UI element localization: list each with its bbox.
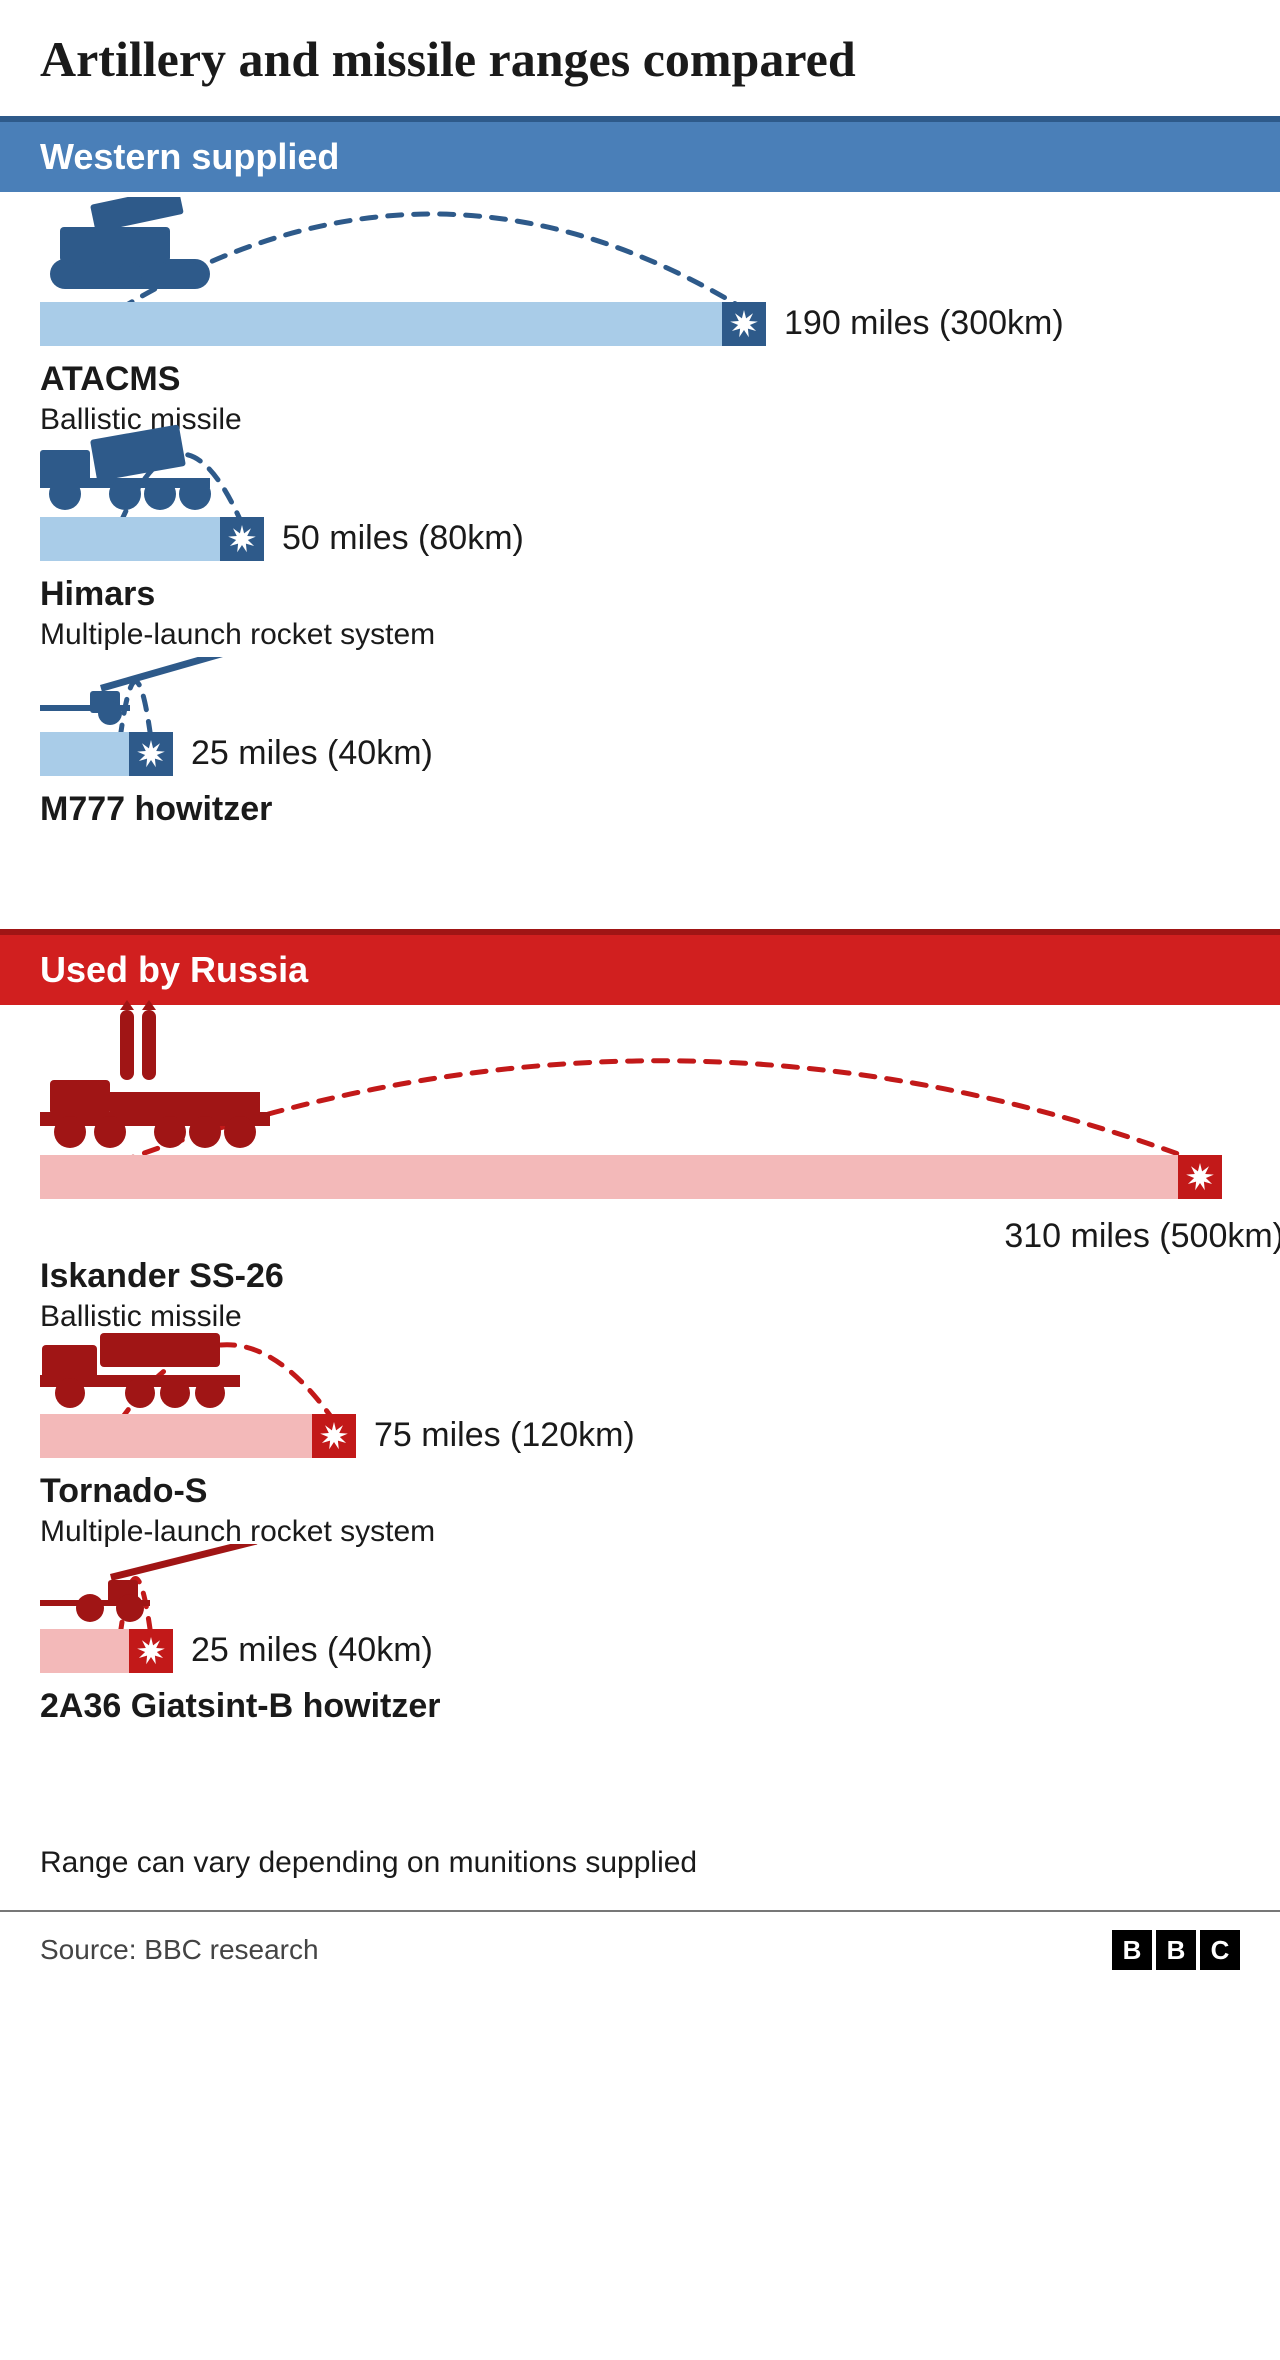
weapon-name: 2A36 Giatsint-B howitzer: [40, 1687, 1240, 1726]
vehicle-icon: [30, 197, 230, 302]
impact-icon: [722, 302, 766, 346]
range-track: 190 miles (300km): [40, 302, 1240, 346]
section-header-russian: Used by Russia: [0, 929, 1280, 1005]
source-text: Source: BBC research: [40, 1934, 319, 1966]
impact-icon: [129, 1629, 173, 1673]
weapon-row: 310 miles (500km)Iskander SS-26Ballistic…: [40, 1155, 1240, 1334]
vehicle-icon: [30, 657, 250, 732]
impact-icon: [220, 517, 264, 561]
logo-letter: C: [1200, 1930, 1240, 1970]
weapon-row: 25 miles (40km) 2A36 Giatsint-B howitzer: [40, 1629, 1240, 1726]
weapon-name: ATACMS: [40, 360, 1240, 399]
vehicle-icon: [30, 1544, 270, 1629]
range-track: 75 miles (120km): [40, 1414, 1240, 1458]
weapon-row: 75 miles (120km)Tornado-SMultiple-launch…: [40, 1414, 1240, 1549]
weapon-name: M777 howitzer: [40, 790, 1240, 829]
range-track: 310 miles (500km): [40, 1155, 1240, 1199]
range-track: 25 miles (40km): [40, 1629, 1240, 1673]
vehicle-icon: [30, 1000, 280, 1155]
range-bar: [40, 1155, 1180, 1199]
infographic-container: Artillery and missile ranges compared We…: [0, 0, 1280, 2000]
range-label: 25 miles (40km): [191, 734, 433, 773]
range-bar: [40, 1629, 131, 1673]
impact-icon: [312, 1414, 356, 1458]
range-bar: [40, 1414, 314, 1458]
logo-letter: B: [1112, 1930, 1152, 1970]
footnote: Range can vary depending on munitions su…: [0, 1826, 1280, 1910]
infographic-title: Artillery and missile ranges compared: [0, 0, 1280, 116]
range-label: 50 miles (80km): [282, 519, 524, 558]
impact-icon: [129, 732, 173, 776]
vehicle-icon: [30, 1309, 250, 1414]
section-header-western: Western supplied: [0, 116, 1280, 192]
range-bar: [40, 517, 222, 561]
range-track: 25 miles (40km): [40, 732, 1240, 776]
weapon-name: Iskander SS-26: [40, 1257, 1240, 1296]
weapon-row: 50 miles (80km) Himars Multiple-launch roc…: [40, 517, 1240, 652]
range-label: 310 miles (500km): [1004, 1217, 1280, 1256]
footer: Source: BBC research BBC: [0, 1910, 1280, 2000]
weapon-subtype: Multiple-launch rocket system: [40, 618, 1240, 652]
section-body-western: 190 miles (300km)ATACMSBallistic missile…: [0, 192, 1280, 929]
range-bar: [40, 732, 131, 776]
section-body-russian: 310 miles (500km)Iskander SS-26Ballistic…: [0, 1005, 1280, 1826]
range-label: 190 miles (300km): [784, 304, 1064, 343]
range-bar: [40, 302, 724, 346]
impact-icon: [1178, 1155, 1222, 1199]
logo-letter: B: [1156, 1930, 1196, 1970]
weapon-name: Tornado-S: [40, 1472, 1240, 1511]
weapon-row: 25 miles (40km) M777 howitzer: [40, 732, 1240, 829]
weapon-name: Himars: [40, 575, 1240, 614]
bbc-logo: BBC: [1112, 1930, 1240, 1970]
range-label: 75 miles (120km): [374, 1416, 635, 1455]
range-track: 50 miles (80km): [40, 517, 1240, 561]
vehicle-icon: [30, 412, 230, 517]
range-label: 25 miles (40km): [191, 1631, 433, 1670]
